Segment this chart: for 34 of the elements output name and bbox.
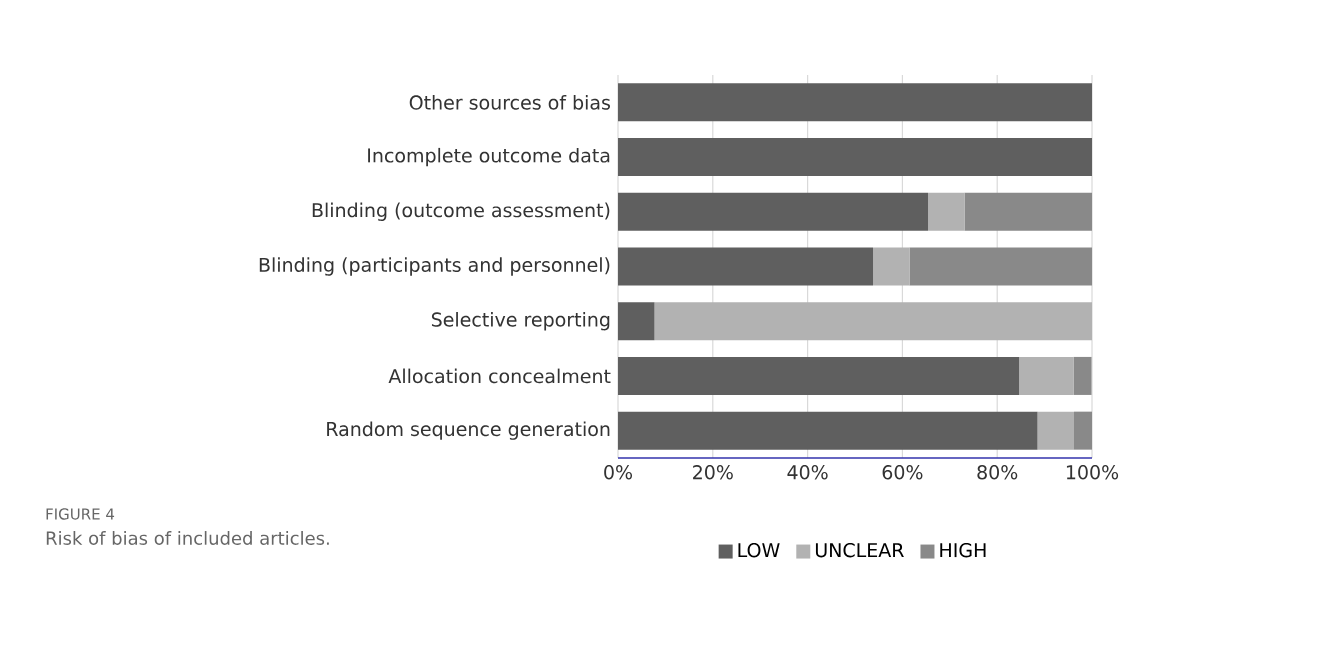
- bar: [618, 411, 1038, 450]
- bar: [909, 247, 1093, 286]
- bar: [1037, 411, 1074, 450]
- bar: [1073, 356, 1092, 395]
- y-tick-label: Incomplete outcome data: [368, 147, 610, 167]
- text: Risk of bias of included articles.: [46, 531, 329, 545]
- caption: FIGURE 4: [46, 508, 115, 520]
- y-tick-label: Random sequence generation: [327, 421, 610, 440]
- y-tick-label: Other sources of bias: [409, 95, 611, 110]
- bar: [618, 138, 1093, 177]
- y-tick-label: Blinding (participants and personnel): [259, 257, 610, 276]
- y-tick-label: Allocation concealment: [388, 368, 611, 384]
- x-tick-label: 20%: [693, 465, 733, 480]
- legend-label: UNCLEAR: [815, 542, 904, 558]
- y-tick-label: Blinding (outcome assessment): [312, 202, 610, 221]
- x-tick-label: 40%: [787, 465, 828, 480]
- legend-label: HIGH: [940, 542, 986, 558]
- bar: [618, 247, 874, 286]
- bar: [654, 302, 1093, 341]
- x-tick-label: 0%: [604, 465, 633, 480]
- x-tick-label: 60%: [882, 465, 923, 480]
- bar: [1074, 411, 1093, 450]
- bar: [964, 192, 1093, 231]
- bar: [618, 302, 655, 341]
- legend-label: LOW: [738, 542, 780, 558]
- bar: [618, 356, 1020, 395]
- x-tick-label: 80%: [977, 465, 1018, 480]
- bar: [1019, 356, 1074, 395]
- bar: [618, 83, 1093, 122]
- bar: [928, 192, 965, 231]
- x-tick-label: 100%: [1066, 465, 1119, 480]
- bar: [873, 247, 910, 286]
- y-tick-label: Selective reporting: [431, 312, 610, 331]
- bar: [618, 192, 929, 231]
